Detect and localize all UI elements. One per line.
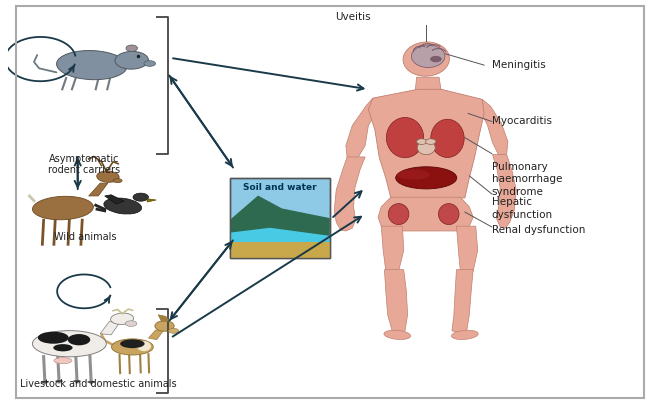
- Ellipse shape: [68, 334, 90, 345]
- Ellipse shape: [426, 139, 436, 144]
- Polygon shape: [480, 99, 508, 156]
- Polygon shape: [456, 226, 478, 271]
- Ellipse shape: [111, 339, 153, 355]
- Polygon shape: [158, 315, 170, 321]
- Text: Livestock and domestic animals: Livestock and domestic animals: [20, 379, 177, 389]
- Ellipse shape: [384, 330, 411, 339]
- Polygon shape: [346, 98, 378, 158]
- Ellipse shape: [87, 381, 95, 383]
- Ellipse shape: [403, 42, 449, 76]
- Ellipse shape: [125, 321, 137, 326]
- Text: Pulmonary
haemorrhage
syndrome: Pulmonary haemorrhage syndrome: [492, 162, 562, 196]
- Ellipse shape: [55, 380, 63, 382]
- Polygon shape: [415, 77, 441, 90]
- Text: Wild animals: Wild animals: [54, 232, 117, 242]
- Polygon shape: [147, 199, 156, 202]
- Ellipse shape: [96, 171, 119, 182]
- Polygon shape: [230, 242, 330, 259]
- Ellipse shape: [431, 119, 464, 158]
- Polygon shape: [381, 226, 404, 271]
- Text: Renal dysfunction: Renal dysfunction: [492, 225, 585, 235]
- Polygon shape: [105, 195, 124, 204]
- Ellipse shape: [417, 139, 427, 144]
- Ellipse shape: [397, 170, 430, 180]
- Text: Hepatic
dysfunction: Hepatic dysfunction: [492, 197, 553, 219]
- Ellipse shape: [438, 204, 459, 225]
- Ellipse shape: [430, 56, 441, 62]
- Polygon shape: [334, 157, 365, 231]
- Ellipse shape: [389, 204, 409, 225]
- Text: Asymptomatic
rodent carriers: Asymptomatic rodent carriers: [48, 154, 120, 175]
- Ellipse shape: [417, 141, 436, 155]
- Polygon shape: [100, 322, 119, 335]
- Ellipse shape: [387, 118, 424, 158]
- Polygon shape: [230, 228, 330, 244]
- Ellipse shape: [111, 313, 134, 324]
- Polygon shape: [368, 89, 484, 198]
- Ellipse shape: [411, 45, 445, 67]
- Polygon shape: [149, 330, 163, 340]
- Bar: [230, 178, 330, 259]
- Ellipse shape: [396, 167, 457, 189]
- Text: Meningitis: Meningitis: [492, 60, 546, 70]
- Ellipse shape: [113, 179, 122, 183]
- Polygon shape: [230, 196, 330, 259]
- Bar: [230, 178, 330, 259]
- Ellipse shape: [155, 321, 174, 331]
- Ellipse shape: [54, 358, 72, 364]
- Ellipse shape: [144, 61, 156, 66]
- Text: Uveitis: Uveitis: [335, 12, 370, 22]
- Polygon shape: [89, 183, 108, 196]
- Polygon shape: [385, 269, 408, 333]
- Ellipse shape: [451, 330, 478, 339]
- Polygon shape: [452, 269, 473, 333]
- Text: Myocarditis: Myocarditis: [492, 116, 552, 126]
- Ellipse shape: [57, 50, 127, 80]
- Ellipse shape: [33, 196, 93, 220]
- Ellipse shape: [41, 381, 49, 383]
- Ellipse shape: [120, 339, 145, 348]
- Ellipse shape: [137, 341, 151, 351]
- Ellipse shape: [53, 344, 72, 351]
- Ellipse shape: [38, 332, 68, 344]
- Polygon shape: [378, 197, 473, 231]
- Polygon shape: [492, 154, 516, 228]
- Ellipse shape: [104, 198, 141, 214]
- Ellipse shape: [33, 330, 106, 357]
- Ellipse shape: [133, 193, 149, 201]
- Text: Soil and water: Soil and water: [243, 183, 317, 192]
- Ellipse shape: [73, 380, 81, 382]
- Ellipse shape: [168, 328, 179, 333]
- Ellipse shape: [115, 51, 149, 69]
- Ellipse shape: [126, 45, 138, 51]
